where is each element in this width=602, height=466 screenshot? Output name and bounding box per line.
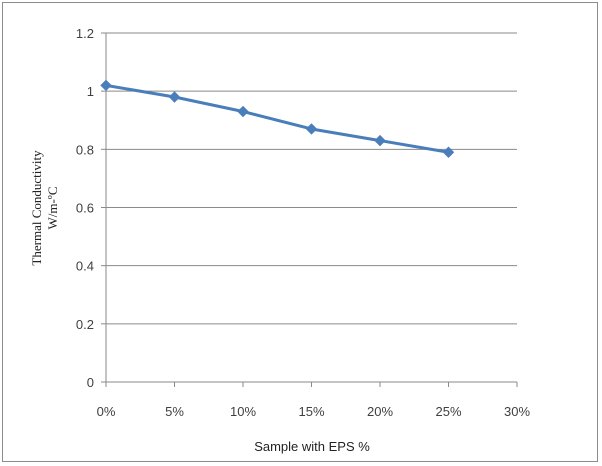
x-tick-label: 25% bbox=[435, 404, 461, 419]
data-series bbox=[100, 79, 455, 158]
data-point-marker bbox=[237, 105, 249, 118]
axes bbox=[101, 32, 518, 387]
x-tick-label: 30% bbox=[504, 404, 530, 419]
y-tick-label: 1.2 bbox=[76, 26, 94, 41]
y-tick-label: 0.6 bbox=[76, 201, 94, 216]
y-tick-label: 1 bbox=[87, 84, 94, 99]
x-tick-label: 0% bbox=[97, 404, 116, 419]
y-tick-label: 0.2 bbox=[76, 317, 94, 332]
x-tick-labels: 0% 5% 10% 15% 20% 25% 30% bbox=[97, 404, 531, 419]
data-point-marker bbox=[442, 146, 455, 158]
y-tick-label: 0 bbox=[87, 375, 94, 390]
data-point-marker bbox=[305, 123, 318, 135]
data-point-marker bbox=[100, 79, 112, 92]
y-tick-label: 0.8 bbox=[76, 142, 94, 157]
data-point-marker bbox=[168, 91, 181, 103]
x-tick-label: 5% bbox=[165, 404, 184, 419]
data-point-marker bbox=[374, 134, 386, 147]
y-axis-label-line1: Thermal Conductivity bbox=[29, 150, 44, 266]
series-line bbox=[105, 83, 449, 154]
y-axis-label: Thermal Conductivity W/m-ºC bbox=[29, 150, 60, 266]
x-tick-label: 15% bbox=[298, 404, 324, 419]
gridlines bbox=[106, 32, 517, 325]
y-tick-labels: 0 0.2 0.4 0.6 0.8 1 1.2 bbox=[76, 26, 94, 390]
chart-frame bbox=[2, 2, 598, 462]
x-tick-label: 20% bbox=[367, 404, 393, 419]
y-axis-label-line2: W/m-ºC bbox=[45, 186, 60, 229]
x-axis-label: Sample with EPS % bbox=[254, 439, 370, 454]
x-tick-label: 10% bbox=[230, 404, 256, 419]
y-tick-label: 0.4 bbox=[76, 259, 94, 274]
